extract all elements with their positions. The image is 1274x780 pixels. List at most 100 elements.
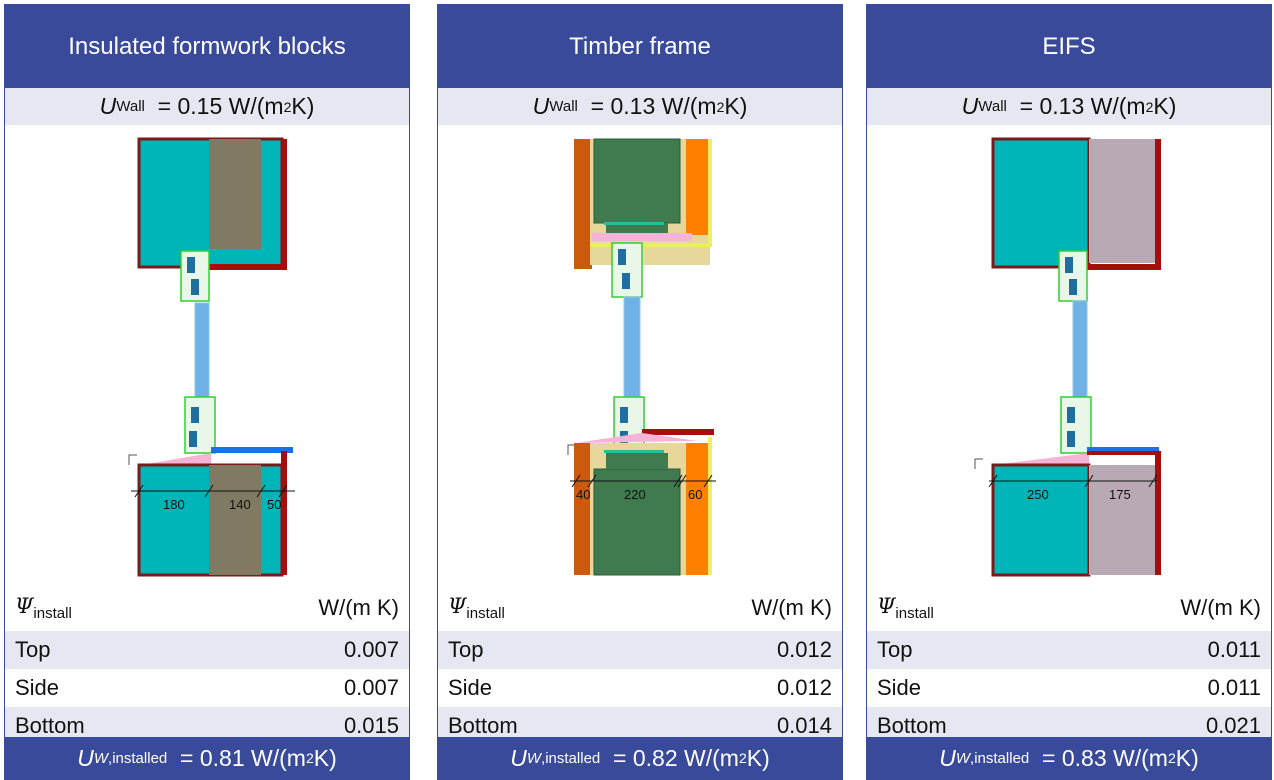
bottom-red-edge (1155, 451, 1161, 575)
top-core (209, 139, 261, 249)
panel-title: Insulated formwork blocks (5, 5, 409, 88)
top-yellow-edge (590, 243, 712, 247)
squared-exponent: 2 (1167, 750, 1176, 766)
uw-symbol: U (77, 744, 94, 771)
u-wall-value: = 0.13 W/(m (1019, 93, 1146, 119)
wall-subscript: Wall (116, 98, 145, 115)
glass (194, 302, 210, 408)
squared-exponent: 2 (305, 750, 314, 766)
u-wall-value: = 0.13 W/(m (590, 93, 717, 119)
glass (1072, 300, 1088, 406)
sill-board (211, 447, 293, 453)
pink-tape (576, 433, 698, 443)
uw-installed-footer: U W,installed = 0.83 W/(m 2 K) (867, 737, 1271, 779)
uw-value: = 0.82 W/(m (613, 744, 739, 771)
bottom-mauve-insul (1089, 465, 1155, 575)
top-red-edge (1155, 139, 1161, 270)
row-label: Bottom (15, 713, 85, 738)
psi-header-row: Ψinstall W/(m K) (438, 585, 842, 631)
squared-exponent: 2 (283, 98, 292, 115)
uw-symbol: U (510, 744, 527, 771)
u-wall-line: U Wall = 0.13 W/(m 2 K) (438, 88, 842, 125)
sill-board (1087, 447, 1159, 453)
section-drawing: 180 140 50 (5, 125, 409, 585)
dim-label: 50 (267, 497, 281, 512)
u-wall-value: = 0.15 W/(m (157, 93, 284, 119)
dim-label: 250 (1027, 487, 1049, 502)
pink-tape (141, 453, 211, 465)
dim-label: 175 (1109, 487, 1131, 502)
top-mauve-insul (1089, 139, 1155, 263)
wall-subscript: Wall (549, 98, 578, 115)
row-label: Side (448, 675, 493, 700)
table-row: Top 0.011 (867, 631, 1271, 669)
row-value: 0.007 (343, 637, 399, 662)
psi-symbol: Ψinstall (448, 593, 505, 623)
eifs-section-svg: 250 175 (974, 137, 1161, 577)
bottom-red-edge (281, 451, 287, 575)
install-subscript: install (466, 605, 505, 623)
dim-label: 40 (576, 487, 590, 502)
panel-eifs: EIFS U Wall = 0.13 W/(m 2 K) (866, 4, 1272, 780)
u-symbol: U (99, 93, 117, 119)
u-wall-unit-tail: K) (724, 93, 748, 119)
top-pink (592, 233, 692, 241)
psi-header-row: Ψinstall W/(m K) (5, 585, 409, 631)
sill-cap (642, 429, 714, 435)
bottom-concrete (991, 463, 1091, 577)
uw-unit-tail: K) (746, 744, 770, 771)
bottom-cladding (574, 443, 592, 575)
row-label: Bottom (448, 713, 518, 738)
dim-label: 220 (624, 487, 646, 502)
top-timber (593, 138, 681, 224)
uw-unit-tail: K) (313, 744, 337, 771)
table-row: Side 0.012 (438, 669, 842, 707)
row-value: 0.007 (343, 675, 399, 700)
row-value: 0.015 (343, 713, 399, 738)
install-subscript: install (33, 605, 72, 623)
top-cladding (574, 139, 592, 269)
panel-title: EIFS (867, 5, 1271, 88)
top-orange-insul (686, 139, 708, 235)
table-row: Side 0.007 (5, 669, 409, 707)
row-label: Top (877, 637, 913, 662)
table-row: Top 0.007 (5, 631, 409, 669)
panel-title: Timber frame (438, 5, 842, 88)
row-label: Top (448, 637, 484, 662)
uw-subscript: W,installed (93, 749, 168, 767)
psi-symbol: Ψinstall (15, 593, 72, 623)
dim-label: 140 (229, 497, 251, 512)
pink-tape (993, 453, 1089, 465)
bottom-core (209, 465, 261, 575)
uw-symbol: U (939, 744, 956, 771)
top-red-bottom (1087, 264, 1161, 270)
uw-value: = 0.83 W/(m (1042, 744, 1168, 771)
row-value: 0.012 (776, 675, 832, 700)
squared-exponent: 2 (1145, 98, 1154, 115)
row-value: 0.014 (776, 713, 832, 738)
squared-exponent: 2 (738, 750, 747, 766)
row-value: 0.021 (1205, 713, 1261, 738)
top-concrete (991, 137, 1091, 269)
uw-value: = 0.81 W/(m (180, 744, 306, 771)
u-wall-line: U Wall = 0.13 W/(m 2 K) (867, 88, 1271, 125)
row-value: 0.011 (1207, 637, 1261, 662)
u-wall-line: U Wall = 0.15 W/(m 2 K) (5, 88, 409, 125)
psi-unit: W/(m K) (1180, 595, 1261, 620)
timber-section-svg: 40 220 60 (567, 138, 716, 576)
glass (623, 296, 641, 398)
u-symbol: U (961, 93, 979, 119)
row-label: Top (15, 637, 51, 662)
bottom-orange-insul (686, 443, 708, 575)
u-symbol: U (532, 93, 550, 119)
uw-installed-footer: U W,installed = 0.82 W/(m 2 K) (438, 737, 842, 779)
uw-subscript: W,installed (526, 749, 601, 767)
frame-sill (184, 396, 216, 454)
wall-subscript: Wall (978, 98, 1007, 115)
u-wall-unit-tail: K) (1153, 93, 1177, 119)
row-value: 0.012 (776, 637, 832, 662)
uw-subscript: W,installed (955, 749, 1030, 767)
panel-timber-frame: Timber frame U Wall = 0.13 W/(m 2 K) (437, 4, 843, 780)
dim-label: 180 (163, 497, 185, 512)
frame-sill (1060, 396, 1092, 454)
